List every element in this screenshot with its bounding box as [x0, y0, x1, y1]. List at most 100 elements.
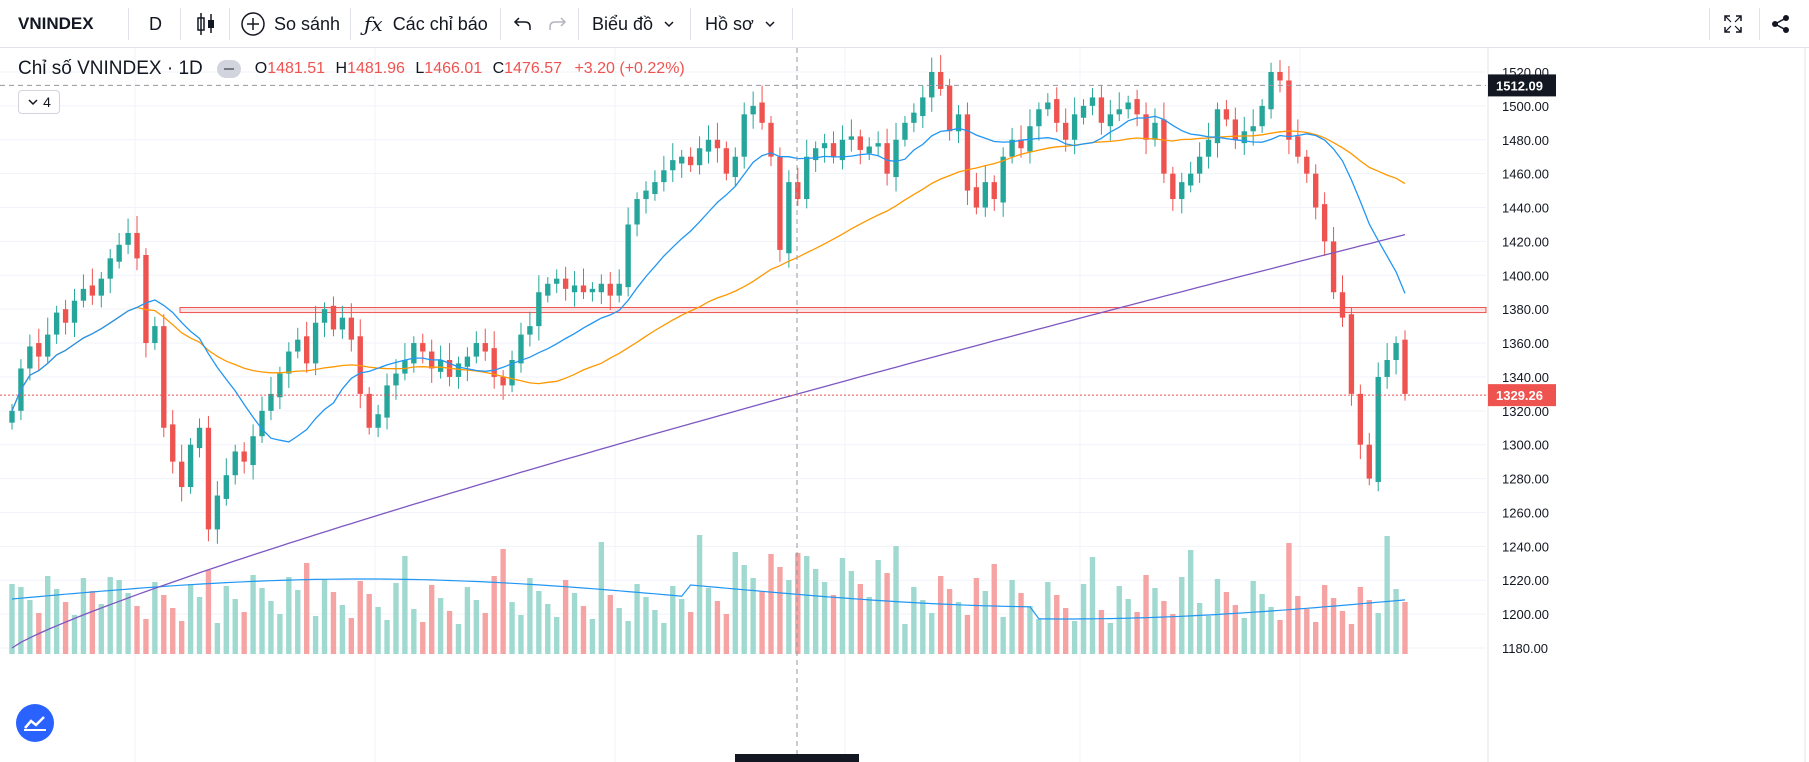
candle-body: [1330, 241, 1337, 293]
candle: [71, 288, 78, 338]
candle: [634, 192, 640, 237]
candle-body: [830, 143, 837, 157]
candle-body: [964, 114, 971, 191]
volume-bar: [9, 584, 15, 654]
resistance-zone: [179, 306, 1487, 314]
candle: [1125, 95, 1131, 119]
candle-body: [955, 114, 962, 132]
interval-button[interactable]: D: [149, 0, 162, 48]
candle: [1268, 62, 1274, 119]
candle-body: [187, 444, 194, 488]
candle-body: [402, 360, 408, 374]
volume-bar: [1339, 611, 1346, 654]
candle-body: [705, 139, 712, 152]
volume-bar: [1375, 613, 1381, 654]
symbol-button[interactable]: VNINDEX: [18, 0, 94, 48]
candle-body: [670, 160, 676, 171]
crosshair: [0, 48, 1486, 762]
share-button[interactable]: [1770, 0, 1792, 48]
candle: [1134, 89, 1140, 127]
candle-body: [393, 373, 399, 386]
candle-body: [795, 182, 801, 200]
candle-body: [375, 414, 381, 428]
candle-body: [777, 156, 783, 250]
candle-body: [214, 495, 221, 530]
candle: [946, 78, 953, 141]
candle: [589, 282, 596, 302]
candle: [1250, 109, 1256, 146]
candle: [821, 133, 828, 163]
volume-bar: [848, 571, 855, 654]
candle-body: [1152, 122, 1158, 140]
candle-body: [634, 199, 640, 225]
compare-button[interactable]: So sánh: [240, 0, 340, 48]
candle-body: [330, 305, 337, 330]
candle-body: [437, 360, 444, 372]
volume-bar: [893, 546, 899, 654]
candle-body: [759, 102, 765, 123]
undo-button[interactable]: [512, 0, 534, 48]
indicators-label: Các chỉ báo: [392, 13, 488, 34]
toolbar-divider: [229, 8, 230, 40]
candle: [295, 327, 301, 359]
axis-tick-label: 1200.00: [1502, 607, 1549, 622]
ma200-line: [11, 233, 1406, 649]
fullscreen-button[interactable]: [1722, 0, 1744, 48]
volume-bar: [679, 599, 685, 654]
candle: [366, 387, 372, 435]
candle-body: [98, 278, 104, 296]
volume-bar: [1089, 557, 1096, 654]
volume-bar: [1277, 620, 1283, 654]
candle: [643, 181, 649, 214]
volume-bar: [330, 592, 337, 654]
volume-bar: [1241, 618, 1247, 654]
candle-body: [196, 427, 203, 449]
volume-bar: [920, 600, 926, 654]
candle-body: [937, 72, 944, 89]
candle: [259, 396, 265, 444]
profile-menu-button[interactable]: Hồ sơ: [705, 0, 778, 48]
tradingview-logo-icon[interactable]: [16, 704, 54, 742]
candle-body: [303, 336, 310, 364]
candle-body: [1348, 314, 1355, 394]
volume-bar: [437, 598, 444, 654]
candle-body: [1339, 292, 1346, 318]
candle: [964, 102, 971, 205]
candle-body: [714, 139, 721, 149]
volume-bar: [116, 580, 122, 654]
candle: [696, 136, 703, 175]
candle: [911, 103, 917, 133]
volume-bar: [1152, 588, 1158, 654]
candle: [348, 303, 354, 352]
volume-bar: [420, 622, 426, 654]
redo-button[interactable]: [546, 0, 568, 48]
hide-icon[interactable]: [216, 60, 241, 78]
price-chart[interactable]: 1520.001500.001480.001460.001440.001420.…: [0, 48, 1809, 762]
candle-body: [1384, 360, 1390, 377]
candle-body: [223, 475, 229, 499]
candle-body: [1223, 109, 1230, 120]
indicators-toggle[interactable]: 4: [18, 90, 60, 114]
candle-body: [839, 139, 846, 161]
volume-bar: [1330, 598, 1337, 654]
volume-bar: [1107, 623, 1114, 654]
chart-menu-button[interactable]: Biểu đồ: [592, 0, 677, 48]
volume-bar: [607, 595, 613, 654]
candle: [777, 147, 783, 262]
candle-body: [527, 326, 533, 335]
candle: [1179, 172, 1185, 214]
volume-bar: [1384, 536, 1390, 654]
candle-body: [741, 114, 747, 157]
candle-body: [1107, 114, 1114, 127]
candle: [982, 165, 988, 217]
indicators-button[interactable]: ƒx Các chỉ báo: [364, 0, 488, 48]
candle-body: [116, 244, 122, 262]
volume-bar: [768, 554, 774, 654]
volume-bar: [214, 623, 221, 654]
candle-body: [1277, 72, 1283, 81]
volume-bar: [527, 578, 533, 654]
volume-bar: [1348, 624, 1355, 654]
candle: [491, 331, 497, 389]
chart-style-button[interactable]: [195, 0, 217, 48]
volume-bar: [187, 584, 194, 654]
